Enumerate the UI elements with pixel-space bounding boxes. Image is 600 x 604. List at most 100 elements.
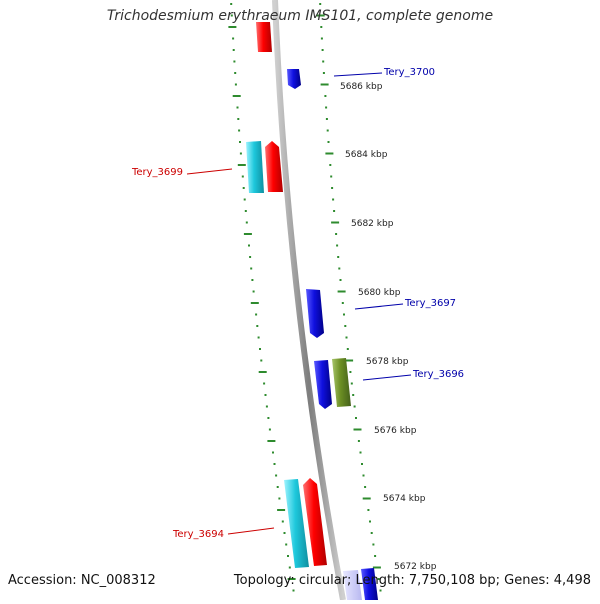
leader-line-tery-3694 [227, 527, 275, 535]
tick-label-5672: 5672 kbp [394, 562, 437, 572]
inner-ring-major-tick [250, 302, 259, 304]
outer-ring-minor-tick [362, 474, 365, 477]
gene-features [246, 22, 378, 600]
inner-ring-minor-tick [255, 313, 258, 316]
gene-arrow-top-red[interactable] [256, 22, 272, 52]
gene-label-tery-3699[interactable]: Tery_3699 [131, 167, 183, 178]
inner-ring-minor-tick [251, 279, 254, 281]
gene-arrow-tery-3697[interactable] [306, 289, 324, 338]
genome-backbone [272, 0, 346, 601]
tick-label-5676: 5676 kbp [374, 426, 417, 436]
outer-ring-minor-tick [320, 37, 323, 40]
inner-ring-minor-tick [256, 325, 259, 327]
inner-ring-minor-tick [233, 60, 236, 63]
inner-ring-major-tick [228, 26, 237, 28]
outer-ring-minor-tick [369, 520, 371, 523]
inner-ring-minor-tick [236, 106, 239, 109]
outer-ring-minor-tick [370, 532, 373, 534]
outer-ring-major-tick [372, 566, 381, 569]
inner-ring-minor-tick [268, 428, 271, 431]
gene-label-tery-3700[interactable]: Tery_3700 [383, 67, 435, 78]
inner-ring-minor-tick [234, 83, 237, 86]
leader-line-tery-3700 [333, 72, 383, 77]
outer-ring-minor-tick [322, 60, 325, 63]
outer-ring-minor-tick [344, 325, 347, 327]
outer-ring-minor-tick [379, 589, 382, 592]
tick-label-5686: 5686 kbp [340, 82, 383, 92]
inner-ring-minor-tick [242, 187, 245, 189]
outer-ring-major-tick [331, 221, 340, 224]
leader-line-tery-3697 [354, 303, 404, 310]
inner-ring-minor-tick [239, 141, 241, 143]
inner-ring-minor-tick [260, 359, 263, 362]
outer-ring-minor-tick [337, 256, 340, 258]
tick-label-5684: 5684 kbp [345, 150, 388, 160]
inner-ring-minor-tick [238, 129, 241, 132]
gene-label-tery-3694[interactable]: Tery_3694 [172, 529, 224, 540]
inner-ring-major-tick [277, 509, 286, 511]
gene-arrow-tery-3696[interactable] [314, 360, 332, 409]
gene-block-pale-bottom[interactable] [343, 570, 362, 600]
inner-ring-major-tick [243, 233, 252, 235]
inner-ring-minor-tick [267, 417, 270, 419]
inner-ring-minor-tick [250, 267, 253, 270]
outer-ring-minor-tick [350, 382, 353, 385]
outer-ring-minor-tick [336, 244, 339, 247]
outer-ring-minor-tick [327, 141, 330, 143]
outer-ring-minor-tick [325, 106, 328, 109]
inner-ring-minor-tick [237, 118, 240, 120]
outer-ring-minor-tick [329, 164, 332, 166]
gene-label-tery-3696[interactable]: Tery_3696 [412, 369, 464, 380]
inner-ring-minor-tick [259, 348, 261, 350]
topology-text: Topology: circular; Length: 7,750,108 bp… [233, 573, 591, 588]
tick-label-5682: 5682 kbp [351, 219, 394, 229]
inner-ring-minor-tick [257, 336, 260, 339]
inner-ring-minor-tick [275, 474, 278, 477]
outer-ring-major-tick [362, 497, 371, 500]
inner-ring-minor-tick [245, 221, 248, 224]
inner-ring-minor-tick [292, 589, 295, 592]
inner-ring-minor-tick [232, 37, 235, 40]
leader-line-tery-3699 [186, 168, 233, 175]
inner-ring-minor-tick [278, 497, 281, 500]
tick-label-5678: 5678 kbp [366, 357, 409, 367]
inner-ring-minor-tick [287, 555, 289, 557]
tick-label-5680: 5680 kbp [358, 288, 401, 298]
tick-labels: 5686 kbp 5684 kbp 5682 kbp 5680 kbp 5678… [340, 82, 437, 572]
outer-ring-minor-tick [322, 72, 325, 74]
gene-arrow-tery-3700[interactable] [287, 69, 301, 89]
gene-block-cyan-3699[interactable] [246, 141, 264, 193]
inner-ring-minor-tick [234, 72, 237, 74]
gene-arrow-tery-3694[interactable] [303, 478, 327, 566]
outer-ring-minor-tick [325, 118, 328, 120]
map-title: Trichodesmium erythraeum IMS101, complet… [106, 8, 494, 24]
outer-ring-minor-tick [324, 95, 327, 97]
inner-ring-minor-tick [264, 394, 267, 396]
outer-ring-minor-tick [349, 371, 352, 373]
inner-ring-major-tick [237, 164, 246, 166]
outer-ring-minor-tick [361, 463, 363, 465]
inner-ring-minor-tick [281, 520, 284, 523]
gene-arrow-tery-3699[interactable] [265, 141, 283, 192]
gene-block-olive-3696[interactable] [332, 358, 351, 407]
outer-ring-minor-tick [364, 486, 367, 488]
gene-block-cyan-3694[interactable] [284, 479, 309, 568]
outer-ring-minor-tick [335, 233, 338, 235]
gene-block-blue-bottom[interactable] [361, 568, 378, 600]
inner-ring-minor-tick [239, 152, 242, 155]
inner-ring-minor-tick [230, 3, 233, 5]
gene-labels: Tery_3700 Tery_3699 Tery_3697 Tery_3696 … [131, 67, 464, 540]
gene-label-tery-3697[interactable]: Tery_3697 [404, 298, 456, 309]
inner-ring-major-tick [232, 95, 241, 97]
outer-ring-minor-tick [367, 509, 370, 511]
outer-ring-minor-tick [357, 440, 360, 442]
outer-ring-minor-tick [320, 26, 323, 28]
inner-ring-minor-tick [283, 532, 286, 534]
accession-text: Accession: NC_008312 [8, 573, 156, 588]
inner-ring-major-tick [267, 440, 276, 442]
outer-ring-major-tick [316, 14, 325, 17]
inner-ring-minor-tick [263, 382, 266, 385]
inner-ring-minor-tick [244, 210, 247, 212]
outer-ring-minor-tick [374, 555, 377, 557]
